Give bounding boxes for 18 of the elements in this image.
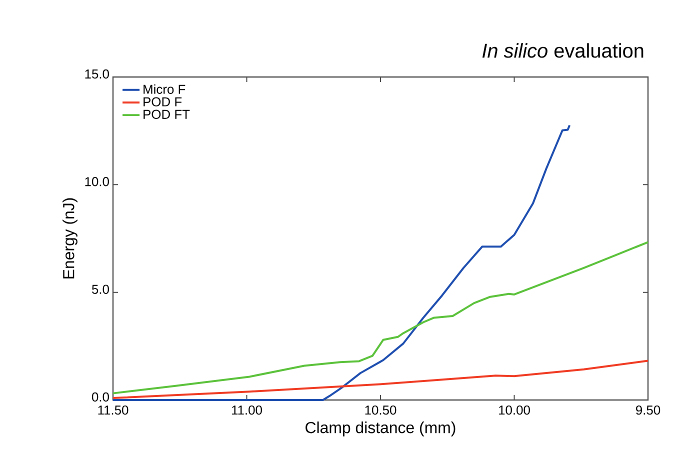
legend-label: Micro F xyxy=(144,84,186,94)
y-tick-label: 5.0 xyxy=(92,284,109,294)
legend-label: POD FT xyxy=(144,110,190,119)
x-tick-label: 9.50 xyxy=(636,406,660,415)
y-tick-label: 10.0 xyxy=(85,177,109,186)
x-tick-label: 11.00 xyxy=(232,406,262,415)
y-tick-label: 0.0 xyxy=(92,392,109,402)
line-series xyxy=(112,124,571,401)
y-axis-title: Energy (nJ) xyxy=(62,198,78,278)
line-series xyxy=(112,241,649,394)
x-tick-label: 11.50 xyxy=(98,406,128,415)
y-tick-label: 15.0 xyxy=(85,69,109,79)
x-axis-title: Clamp distance (mm) xyxy=(306,422,456,436)
chart-title: In silico evaluation xyxy=(482,43,644,58)
line-series xyxy=(112,360,649,400)
legend-label: POD F xyxy=(144,97,182,106)
x-tick-label: 10.50 xyxy=(365,406,396,415)
x-tick-label: 10.00 xyxy=(499,406,530,415)
